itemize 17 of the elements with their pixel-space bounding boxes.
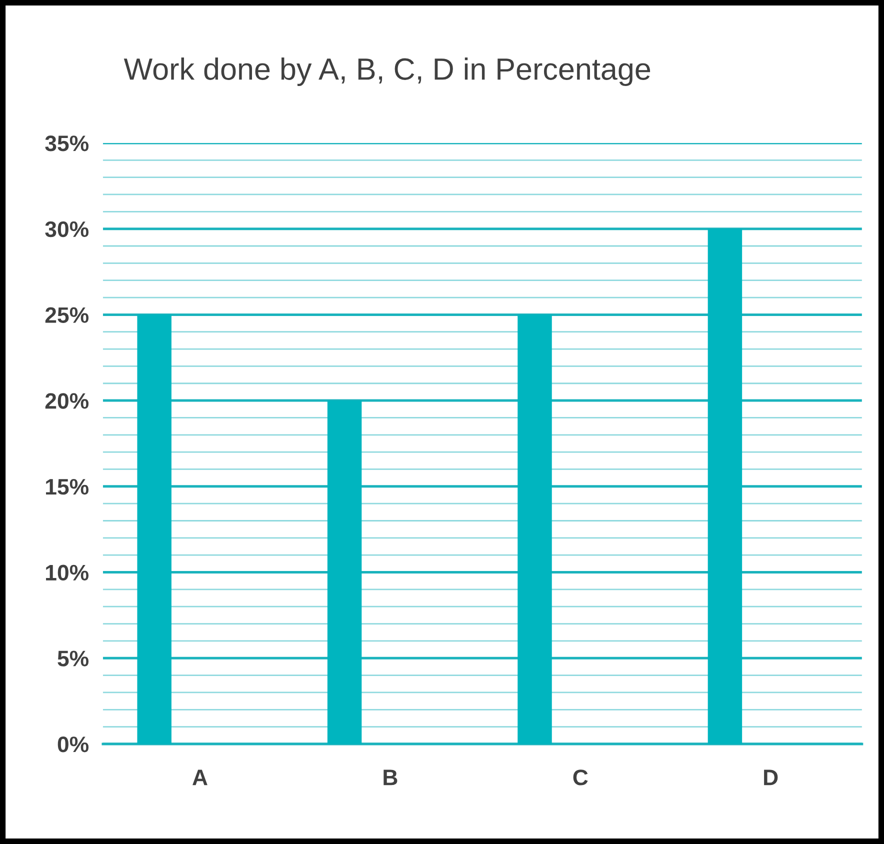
y-tick-label: 25% — [45, 307, 89, 323]
y-tick-label: 15% — [46, 479, 89, 495]
bar — [137, 314, 172, 744]
x-tick-label: B — [384, 770, 398, 786]
x-tick-label: C — [573, 770, 588, 786]
y-tick-label: 10% — [46, 564, 89, 581]
x-tick-label: A — [192, 770, 208, 786]
y-tick-label: 0% — [58, 736, 89, 752]
y-tick-label: 5% — [58, 650, 89, 666]
y-tick-label: 20% — [45, 393, 89, 409]
chart-title: Work done by A, B, C, D in Percentage — [124, 58, 650, 86]
bar — [518, 314, 552, 744]
y-tick-label: 30% — [45, 221, 89, 238]
bar — [327, 400, 362, 744]
bar — [708, 228, 742, 744]
y-tick-label: 35% — [45, 136, 89, 152]
x-tick-label: D — [764, 770, 778, 786]
